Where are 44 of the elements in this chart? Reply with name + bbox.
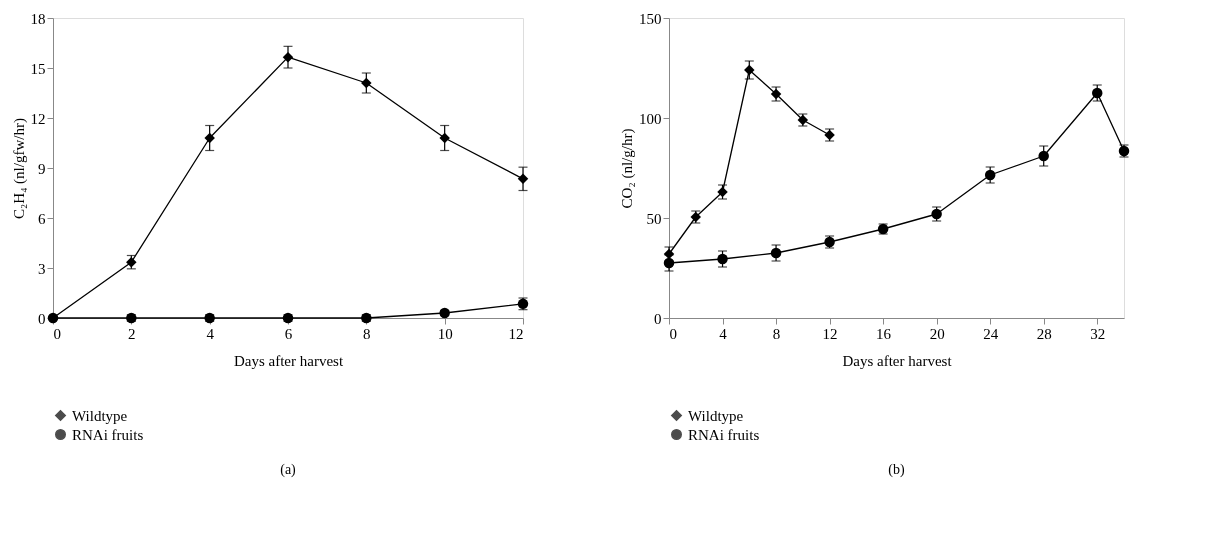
y-tick-label: 15 [30,60,46,77]
x-tick-label: 0 [53,325,61,342]
x-tick-label: 28 [1036,325,1052,342]
y-tick-label: 150 [639,10,662,27]
y-tick-label: 0 [38,310,46,327]
y-tick-label: 100 [639,110,662,127]
x-tick-label: 8 [363,325,371,342]
y-tick-label: 50 [646,210,662,227]
x-tick-label: 24 [983,325,999,342]
point [361,77,372,89]
text: (b) [888,462,905,478]
y-tick-label: 9 [38,160,46,177]
x-tick-label: 20 [929,325,945,342]
legend-label: RNAi fruits [72,426,144,443]
x-tick-label: 8 [772,325,781,342]
y-tick-label: 18 [30,10,46,27]
x-tick-label: 12 [822,325,838,342]
y-tick-label: 0 [654,310,662,327]
y-axis-title: C₂H₄ (nl/gfw/hr) [10,118,28,219]
x-axis-title: Days after harvest [233,352,344,369]
x-axis-title: Days after harvest [842,352,953,369]
x-tick-label: 12 [508,325,524,342]
point [439,132,450,144]
point [517,173,529,185]
point [744,64,755,76]
point [204,132,215,144]
x-tick-label: 0 [669,325,677,342]
point [282,51,294,63]
x-tick-label: 2 [128,325,136,342]
y-tick-label: 12 [30,110,46,127]
x-tick-label: 16 [876,325,892,342]
legend-label: Wildtype [72,407,128,424]
point [1038,150,1049,162]
x-tick-label: 10 [437,325,453,342]
text: (a) [280,462,297,478]
x-tick-label: 4 [719,325,728,342]
y-tick-label: 6 [38,210,46,227]
x-tick-label: 6 [284,325,293,342]
legend-label: RNAi fruits [688,426,760,443]
y-axis-title: CO₂ (nl/g/hr) [619,128,636,209]
x-tick-label: 4 [206,325,215,342]
y-tick-label: 3 [38,260,46,277]
legend-label: Wildtype [688,407,744,424]
x-tick-label: 32 [1090,325,1106,342]
